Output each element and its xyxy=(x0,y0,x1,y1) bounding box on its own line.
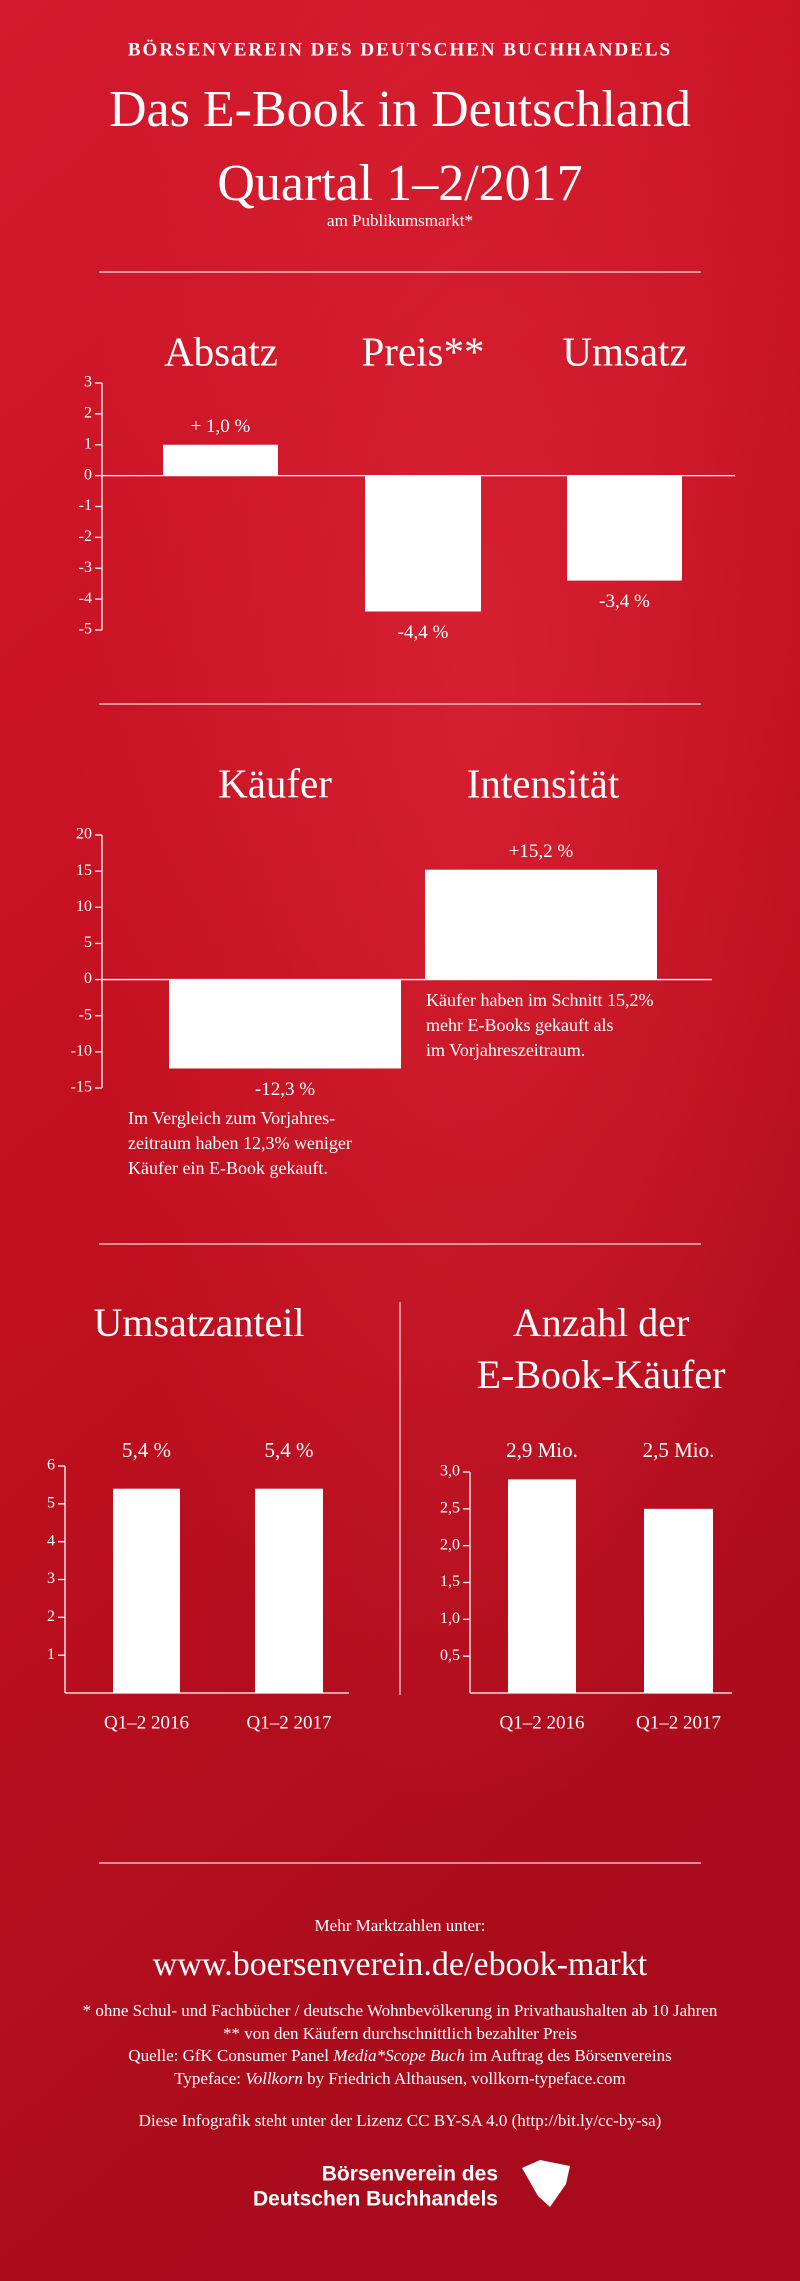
y-tick-label: -2 xyxy=(79,528,92,545)
typeface-part: by Friedrich Althausen, vollkorn-typefac… xyxy=(303,2069,626,2088)
y-tick-label: 5 xyxy=(47,1495,55,1512)
y-tick-label: 1,5 xyxy=(440,1573,460,1590)
annotation: im Vorjahreszeitraum. xyxy=(426,1040,585,1060)
value-label: -12,3 % xyxy=(255,1079,315,1100)
typeface-part: Typeface: xyxy=(174,2069,245,2088)
subtitle-note: am Publikumsmarkt* xyxy=(327,211,473,230)
value-label: +15,2 % xyxy=(509,841,574,862)
y-tick-label: -4 xyxy=(79,590,92,607)
category-heading: Absatz xyxy=(164,328,278,374)
value-label: 2,9 Mio. xyxy=(506,1438,578,1462)
org-name: BÖRSENVEREIN DES DEUTSCHEN BUCHHANDELS xyxy=(128,39,672,60)
annotation: zeitraum haben 12,3% weniger xyxy=(128,1133,352,1153)
y-tick-label: 2,5 xyxy=(440,1500,460,1517)
category-heading: Käufer xyxy=(218,760,332,806)
logo-icon xyxy=(522,2160,570,2207)
category-heading: Intensität xyxy=(467,760,620,806)
y-tick-label: 0,5 xyxy=(440,1647,460,1664)
bar xyxy=(567,475,682,581)
y-tick-label: 5 xyxy=(84,934,92,951)
subtitle: Quartal 1–2/2017 xyxy=(217,155,582,212)
source: Quelle: GfK Consumer Panel Media*Scope B… xyxy=(128,2046,671,2065)
y-tick-label: -5 xyxy=(79,1006,92,1023)
y-tick-label: -1 xyxy=(79,497,92,514)
category-heading: Umsatz xyxy=(562,328,687,374)
logo-text: Deutschen Buchhandels xyxy=(253,2188,498,2211)
value-label: 5,4 % xyxy=(122,1438,171,1462)
typeface-part: Vollkorn xyxy=(245,2069,303,2088)
y-tick-label: 3 xyxy=(47,1570,55,1587)
x-tick-label: Q1–2 2017 xyxy=(636,1712,721,1733)
y-tick-label: 1 xyxy=(47,1646,55,1663)
annotation: Käufer haben im Schnitt 15,2% xyxy=(426,990,653,1010)
url[interactable]: www.boersenverein.de/ebook-markt xyxy=(153,1946,648,1983)
footnote: * ohne Schul- und Fachbücher / deutsche … xyxy=(83,2001,718,2020)
y-tick-label: 0 xyxy=(84,466,92,483)
y-tick-label: 0 xyxy=(84,970,92,987)
license: Diese Infografik steht unter der Lizenz … xyxy=(139,2111,662,2130)
value-label: 5,4 % xyxy=(265,1438,314,1462)
y-tick-label: -5 xyxy=(79,621,92,638)
y-tick-label: -3 xyxy=(79,559,92,576)
x-tick-label: Q1–2 2016 xyxy=(104,1712,189,1733)
typeface: Typeface: Vollkorn by Friedrich Althause… xyxy=(174,2069,626,2088)
y-tick-label: 1,0 xyxy=(440,1610,460,1627)
value-label: -3,4 % xyxy=(599,591,650,612)
bar xyxy=(255,1488,323,1693)
title: Das E-Book in Deutschland xyxy=(109,81,691,138)
y-tick-label: 4 xyxy=(47,1532,55,1549)
chart-title: Umsatzanteil xyxy=(93,1300,304,1345)
x-tick-label: Q1–2 2016 xyxy=(500,1712,585,1733)
x-tick-label: Q1–2 2017 xyxy=(247,1712,332,1733)
value-label: + 1,0 % xyxy=(191,416,251,437)
bar xyxy=(113,1488,180,1693)
bar xyxy=(644,1508,713,1693)
y-tick-label: 3 xyxy=(84,374,92,391)
y-tick-label: 2,0 xyxy=(440,1536,460,1553)
bar xyxy=(163,444,278,476)
source-part: Media*Scope Buch xyxy=(332,2046,465,2065)
y-tick-label: 15 xyxy=(76,862,92,879)
y-tick-label: -15 xyxy=(71,1079,92,1096)
bar xyxy=(425,869,657,980)
logo-text: Börsenverein des xyxy=(322,2163,498,2186)
y-tick-label: 2 xyxy=(84,405,92,422)
chart-title: E-Book-Käufer xyxy=(477,1352,726,1397)
footnote: ** von den Käufern durchschnittlich beza… xyxy=(223,2024,577,2043)
category-heading: Preis** xyxy=(362,328,485,374)
y-tick-label: 1 xyxy=(84,435,92,452)
source-part: im Auftrag des Börsenvereins xyxy=(465,2046,672,2065)
annotation: Im Vergleich zum Vorjahres- xyxy=(128,1108,335,1128)
bar xyxy=(169,979,401,1069)
more-label: Mehr Marktzahlen unter: xyxy=(315,1916,486,1935)
value-label: 2,5 Mio. xyxy=(643,1438,715,1462)
chart-title: Anzahl der xyxy=(513,1300,690,1345)
source-part: Quelle: GfK Consumer Panel xyxy=(128,2046,333,2065)
y-tick-label: 10 xyxy=(76,898,92,915)
y-tick-label: 6 xyxy=(47,1457,55,1474)
y-tick-label: -10 xyxy=(71,1043,92,1060)
y-tick-label: 3,0 xyxy=(440,1463,460,1480)
y-tick-label: 20 xyxy=(76,826,92,843)
annotation: Käufer ein E-Book gekauft. xyxy=(128,1158,328,1178)
bar xyxy=(508,1479,576,1693)
y-tick-label: 2 xyxy=(47,1608,55,1625)
bar xyxy=(365,475,481,612)
value-label: -4,4 % xyxy=(398,622,449,643)
annotation: mehr E-Books gekauft als xyxy=(426,1015,613,1035)
